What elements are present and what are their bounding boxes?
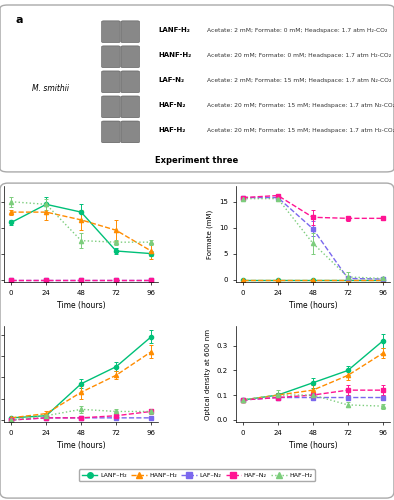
X-axis label: Time (hours): Time (hours): [288, 442, 337, 450]
FancyBboxPatch shape: [121, 71, 139, 92]
Text: Acetate: 20 mM; Formate: 15 mM; Headspace: 1.7 atm N₂-CO₂: Acetate: 20 mM; Formate: 15 mM; Headspac…: [206, 102, 394, 108]
Text: LANF-H₂: LANF-H₂: [158, 27, 190, 33]
FancyBboxPatch shape: [102, 71, 120, 92]
Legend: LANF–H₂, HANF–H₂, LAF–N₂, HAF–N₂, HAF–H₂: LANF–H₂, HANF–H₂, LAF–N₂, HAF–N₂, HAF–H₂: [79, 470, 315, 481]
Text: Acetate: 20 mM; Formate: 0 mM; Headspace: 1.7 atm H₂-CO₂: Acetate: 20 mM; Formate: 0 mM; Headspace…: [206, 52, 391, 58]
FancyBboxPatch shape: [121, 21, 139, 42]
X-axis label: Time (hours): Time (hours): [57, 302, 106, 310]
Text: M. smithii: M. smithii: [32, 84, 69, 93]
FancyBboxPatch shape: [102, 96, 120, 118]
Text: a: a: [15, 15, 23, 25]
Y-axis label: Formate (mM): Formate (mM): [207, 210, 214, 259]
Text: LAF-N₂: LAF-N₂: [158, 77, 184, 83]
Text: Acetate: 2 mM; Formate: 0 mM; Headspace: 1.7 atm H₂-CO₂: Acetate: 2 mM; Formate: 0 mM; Headspace:…: [206, 28, 387, 32]
FancyBboxPatch shape: [102, 21, 120, 42]
FancyBboxPatch shape: [102, 46, 120, 68]
Text: Acetate: 2 mM; Formate: 15 mM; Headspace: 1.7 atm N₂-CO₂: Acetate: 2 mM; Formate: 15 mM; Headspace…: [206, 78, 391, 82]
Y-axis label: Optical density at 600 nm: Optical density at 600 nm: [205, 328, 211, 420]
X-axis label: Time (hours): Time (hours): [57, 442, 106, 450]
Text: HAF-H₂: HAF-H₂: [158, 127, 186, 133]
FancyBboxPatch shape: [102, 121, 120, 142]
Text: Experiment three: Experiment three: [155, 156, 239, 164]
X-axis label: Time (hours): Time (hours): [288, 302, 337, 310]
FancyBboxPatch shape: [0, 5, 394, 172]
FancyBboxPatch shape: [121, 96, 139, 118]
FancyBboxPatch shape: [0, 183, 394, 498]
FancyBboxPatch shape: [121, 121, 139, 142]
Text: Acetate: 20 mM; Formate: 15 mM; Headspace: 1.7 atm H₂-CO₂: Acetate: 20 mM; Formate: 15 mM; Headspac…: [206, 128, 394, 132]
Text: HAF-N₂: HAF-N₂: [158, 102, 186, 108]
Text: b: b: [15, 194, 23, 204]
Text: HANF-H₂: HANF-H₂: [158, 52, 191, 58]
FancyBboxPatch shape: [121, 46, 139, 68]
